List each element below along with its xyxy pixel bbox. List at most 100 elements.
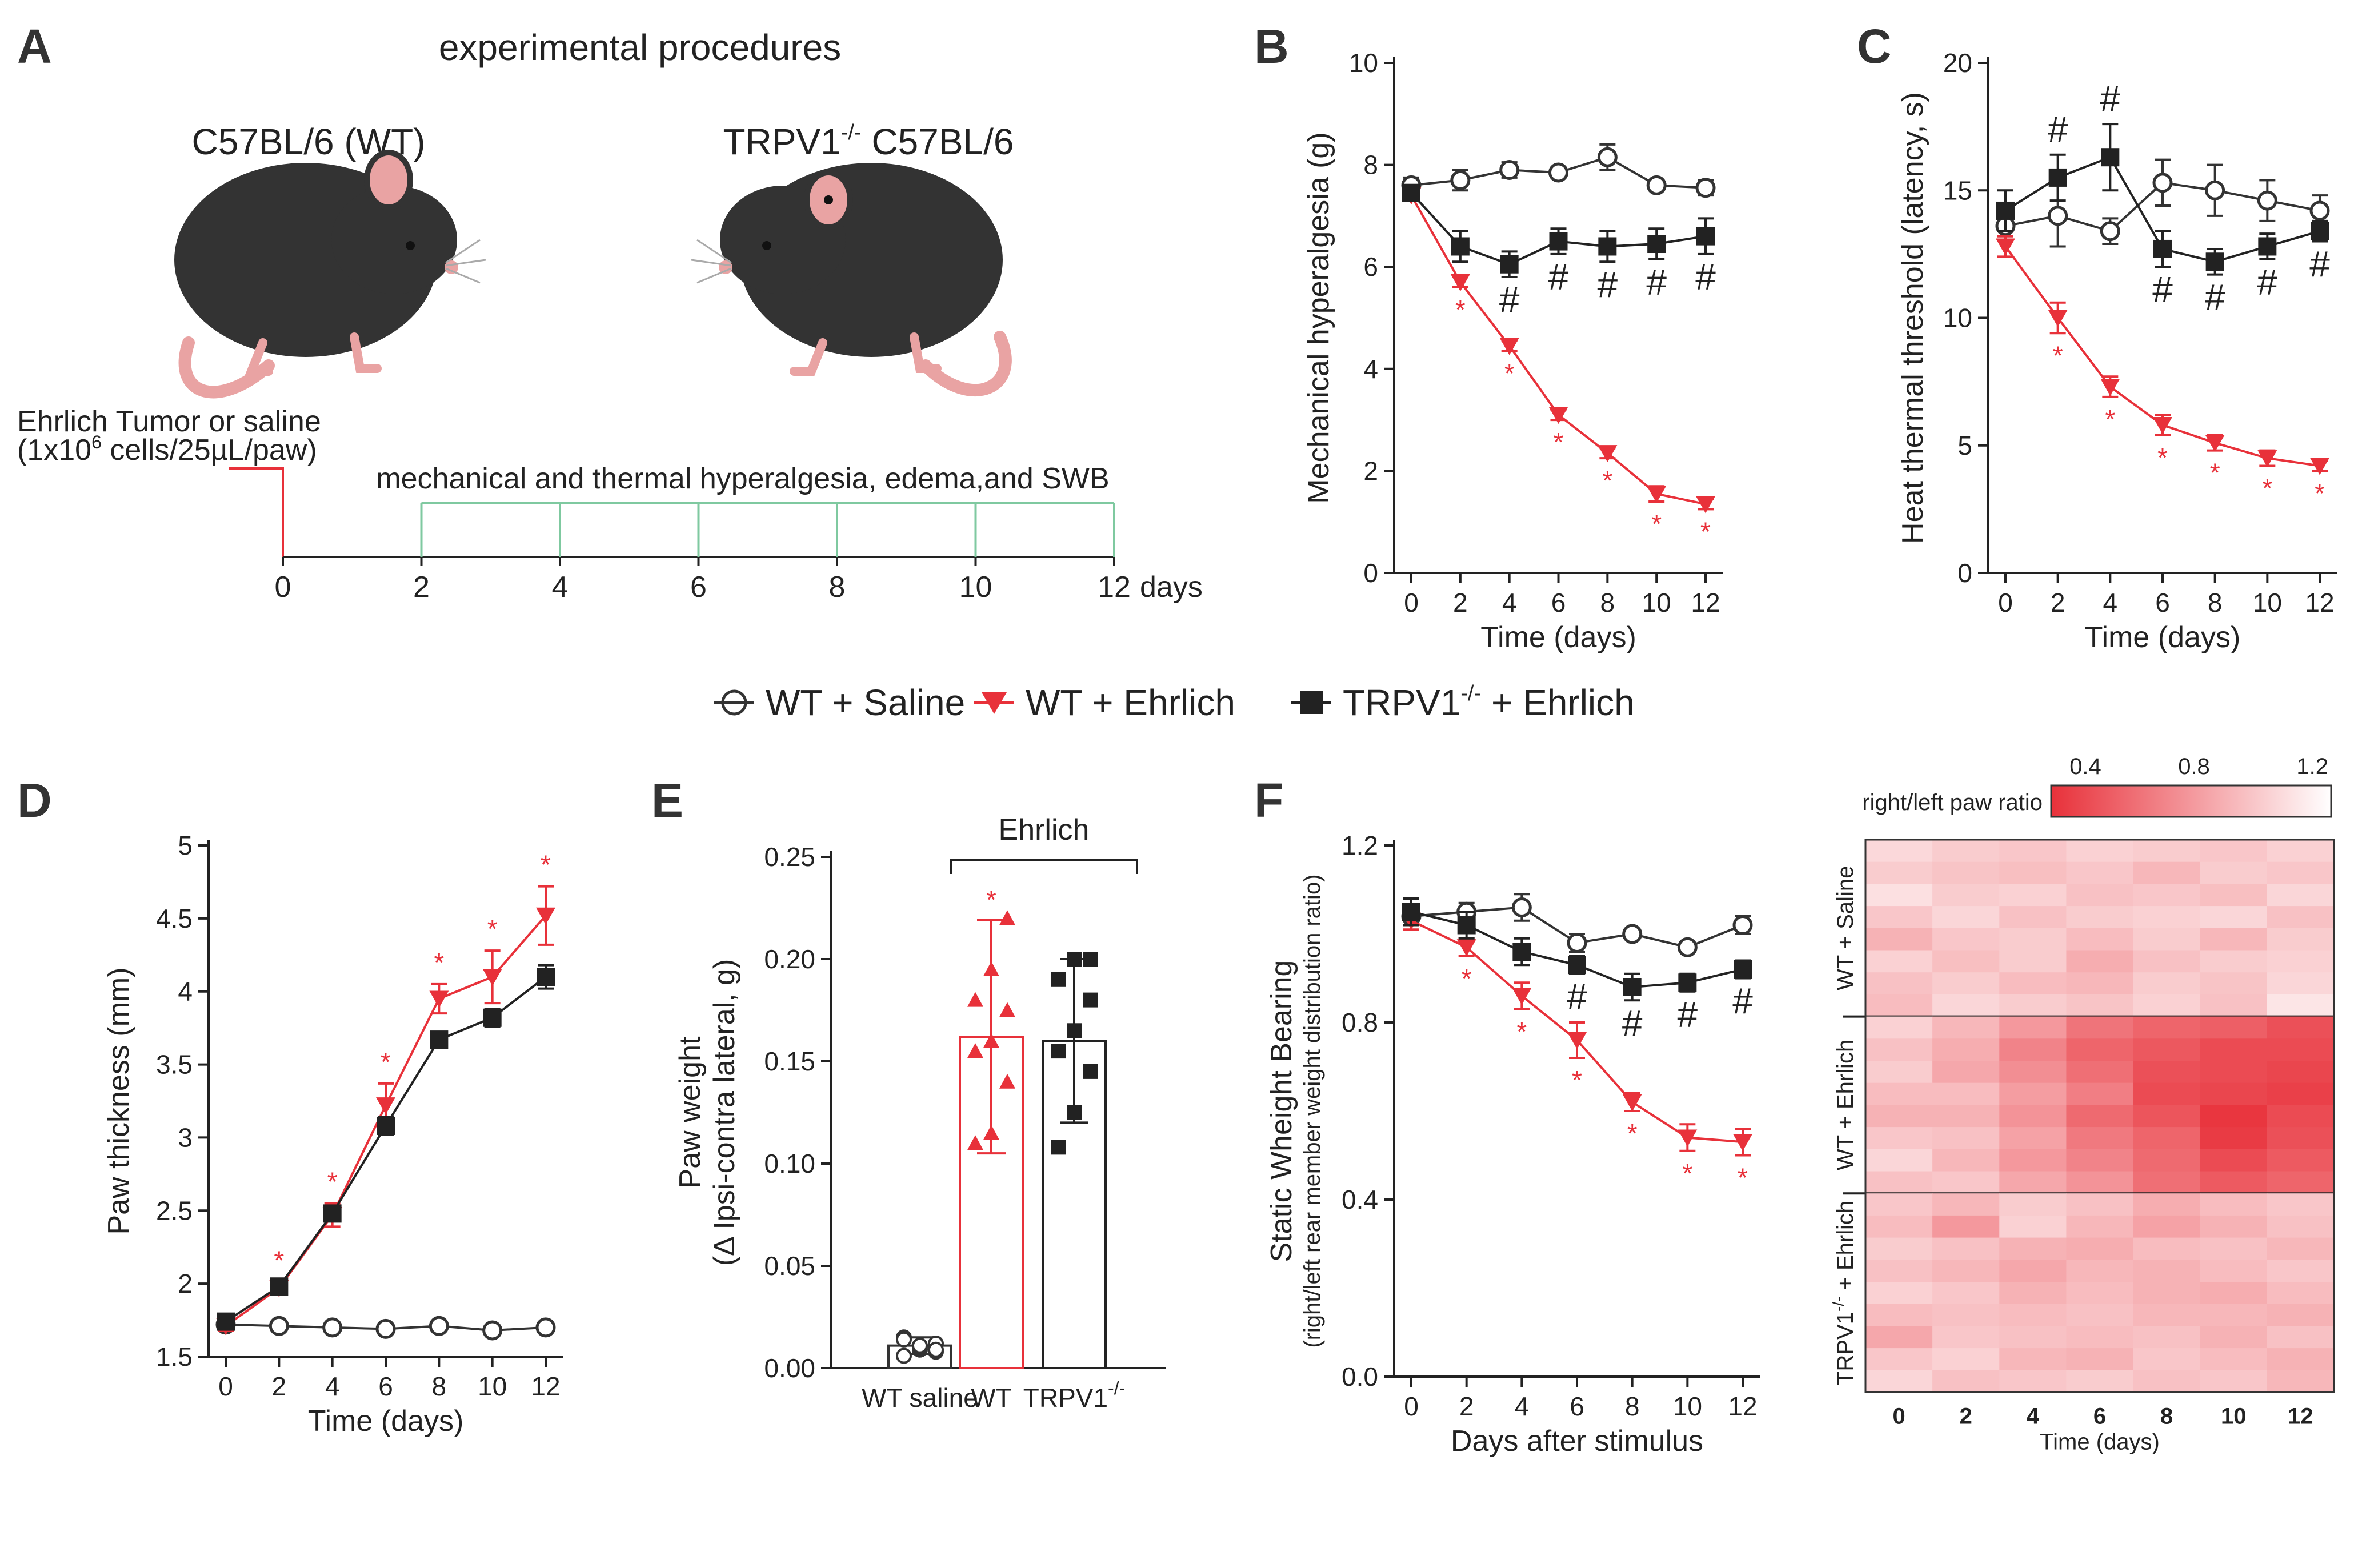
heatmap-cell bbox=[1865, 1260, 1933, 1282]
heatmap-cell bbox=[2133, 884, 2201, 907]
heatmap-cell bbox=[2267, 906, 2335, 929]
data-point-trpv1-ehrlich bbox=[2153, 239, 2172, 258]
data-point-trpv1-ehrlich bbox=[1647, 235, 1666, 254]
heatmap-cell bbox=[2200, 1370, 2268, 1393]
panel-letter-a: A bbox=[17, 19, 52, 73]
heatmap-cell bbox=[1865, 1082, 1933, 1105]
significance-hash: # bbox=[2100, 78, 2121, 119]
x-axis-label: Time (days) bbox=[308, 1405, 464, 1438]
y-axis-label-sub: (Δ Ipsi-contra lateral, g) bbox=[708, 959, 741, 1266]
heatmap-cell bbox=[1932, 1171, 2000, 1194]
heatmap-cell bbox=[2200, 928, 2268, 951]
x-tick-label: 2 bbox=[1453, 588, 1468, 617]
heatmap-cell bbox=[1999, 1237, 2067, 1260]
heatmap-cell bbox=[1865, 1215, 1933, 1238]
data-point-wt-ehrlich bbox=[1567, 1032, 1587, 1049]
data-point-trpv1-ehrlich bbox=[2048, 168, 2067, 187]
data-point-trpv1-ehrlich bbox=[1734, 960, 1752, 979]
significance-star: * bbox=[381, 1047, 391, 1077]
data-point-wt-saline bbox=[322, 1317, 343, 1338]
data-point-trpv1-ehrlich bbox=[1696, 227, 1715, 246]
heatmap-cell bbox=[2200, 1326, 2268, 1349]
heatmap-cell bbox=[2066, 1326, 2134, 1349]
heatmap-cell bbox=[1865, 1171, 1933, 1194]
heatmap-group-label: TRPV1-/- + Ehrlich bbox=[1829, 1201, 1858, 1385]
legend-label-wt-saline: WT + Saline bbox=[766, 682, 965, 723]
heatmap-cell bbox=[2066, 1061, 2134, 1084]
data-point-trpv1-ehrlich bbox=[1568, 956, 1586, 975]
heatmap-cell bbox=[2066, 1149, 2134, 1172]
y-tick-label: 0.00 bbox=[764, 1353, 815, 1383]
data-point-trpv1-ehrlich bbox=[1402, 183, 1420, 202]
heatmap-x-tick-label: 4 bbox=[2027, 1404, 2040, 1429]
heatmap-cell bbox=[1999, 1171, 2067, 1194]
data-point-wt-saline bbox=[1622, 924, 1643, 944]
significance-hash: # bbox=[1678, 994, 1698, 1035]
heatmap-cell bbox=[1932, 906, 2000, 929]
heatmap-cell bbox=[2267, 884, 2335, 907]
heatmap-cell bbox=[1999, 1215, 2067, 1238]
data-point-wt-ehrlich bbox=[1996, 238, 2015, 256]
heatmap-cell bbox=[2200, 861, 2268, 884]
legend-marker-trpv1 bbox=[1300, 691, 1323, 714]
significance-star: * bbox=[274, 1246, 284, 1276]
data-point-trpv1-ehrlich bbox=[1451, 237, 1470, 256]
significance-star: * bbox=[986, 885, 996, 915]
significance-star: * bbox=[2210, 458, 2220, 488]
data-point-wt-saline bbox=[1677, 937, 1698, 957]
heatmap-cell bbox=[1865, 1127, 1933, 1150]
heatmap-cell bbox=[2133, 1304, 2201, 1326]
heatmap-cell bbox=[1865, 840, 1933, 863]
timeline-tick-label: 0 bbox=[275, 571, 291, 604]
data-point-trpv1-ehrlich bbox=[430, 1030, 449, 1049]
significance-star: * bbox=[487, 914, 498, 944]
heatmap-cell bbox=[2200, 1149, 2268, 1172]
heatmap-cell bbox=[2200, 884, 2268, 907]
x-tick-label: 10 bbox=[1673, 1391, 1702, 1421]
panel-f-heatmap: right/left paw ratio 0.4 0.8 1.2 WT + Saline… bbox=[1829, 754, 2335, 1455]
y-axis-label: Mechanical hyperalgesia (g) bbox=[1302, 132, 1335, 503]
heatmap-cell bbox=[2200, 1127, 2268, 1150]
heatmap-cell bbox=[2066, 840, 2134, 863]
data-point-trpv1-ehrlich bbox=[217, 1312, 235, 1331]
data-point-wt-saline bbox=[1597, 147, 1618, 167]
data-point-trpv1-ehrlich bbox=[2311, 222, 2329, 240]
heatmap-cell bbox=[1999, 1326, 2067, 1349]
heatmap-group-label: WT + Ehrlich bbox=[1833, 1040, 1858, 1170]
injection-label-line2: (1x106 cells/25µL/paw) bbox=[17, 432, 317, 467]
data-point-wt-ehrlich bbox=[376, 1097, 395, 1115]
heatmap-cell bbox=[2200, 1171, 2268, 1194]
heatmap-cell bbox=[2200, 1215, 2268, 1238]
data-point-trpv1 bbox=[1051, 972, 1066, 987]
heatmap-cell bbox=[2066, 950, 2134, 973]
heatmap-cell bbox=[2200, 1038, 2268, 1061]
data-point-saline bbox=[896, 1348, 912, 1364]
heatmap-cell bbox=[2133, 1105, 2201, 1128]
heatmap-cell bbox=[2133, 950, 2201, 973]
heatmap-cell bbox=[1932, 1016, 2000, 1039]
heatmap-cell bbox=[1932, 1237, 2000, 1260]
heatmap-cell bbox=[2200, 1237, 2268, 1260]
x-tick-label: 6 bbox=[378, 1372, 393, 1401]
data-point-wt-saline bbox=[429, 1316, 449, 1336]
data-point-wt bbox=[983, 1125, 999, 1140]
heatmap-cell bbox=[1865, 861, 1933, 884]
heatmap-cell bbox=[1932, 1149, 2000, 1172]
legend: WT + Saline WT + Ehrlich TRPV1-/- + Ehrl… bbox=[714, 681, 1635, 723]
x-tick-label: 0 bbox=[218, 1372, 233, 1401]
significance-hash: # bbox=[1548, 256, 1569, 298]
heatmap-cell bbox=[1865, 972, 1933, 995]
heatmap-cell bbox=[2066, 1348, 2134, 1371]
significance-star: * bbox=[541, 850, 551, 880]
legend-label-wt-ehrlich: WT + Ehrlich bbox=[1026, 682, 1235, 723]
x-tick-label: 6 bbox=[1570, 1391, 1584, 1421]
heatmap-cell bbox=[2133, 1038, 2201, 1061]
heatmap-cell bbox=[2066, 906, 2134, 929]
data-point-wt-ehrlich bbox=[1647, 486, 1667, 503]
data-point-wt bbox=[999, 1073, 1015, 1089]
significance-star: * bbox=[1504, 359, 1515, 388]
heatmap-cell bbox=[2066, 1215, 2134, 1238]
x-tick-label: 8 bbox=[1600, 588, 1615, 617]
x-tick-label: WT bbox=[971, 1383, 1012, 1413]
x-tick-label: 8 bbox=[432, 1372, 447, 1401]
